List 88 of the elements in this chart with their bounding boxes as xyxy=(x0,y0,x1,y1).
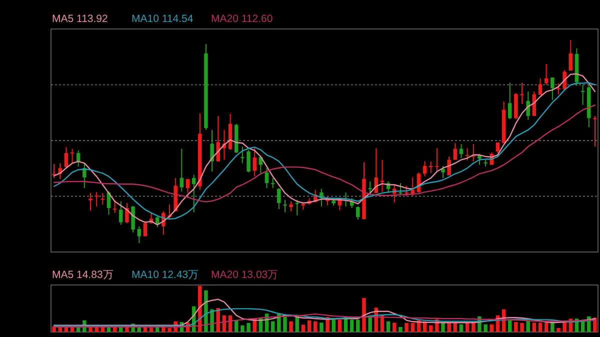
bar xyxy=(301,324,306,332)
candlestick xyxy=(88,192,92,212)
candlestick xyxy=(192,174,196,213)
candlestick xyxy=(478,153,482,166)
candlestick xyxy=(289,200,293,212)
candlestick xyxy=(64,146,68,169)
bar xyxy=(307,320,312,332)
candlestick xyxy=(277,188,281,210)
bar xyxy=(149,328,154,332)
candlestick xyxy=(453,142,458,160)
bar xyxy=(162,326,166,332)
candlestick xyxy=(550,77,554,100)
bar xyxy=(562,322,566,332)
candlestick xyxy=(526,91,530,120)
candlestick xyxy=(520,82,524,104)
bar xyxy=(532,322,536,332)
bar xyxy=(356,320,360,332)
bar xyxy=(58,326,62,332)
bar xyxy=(338,320,342,332)
candlestick xyxy=(240,146,244,164)
candlestick xyxy=(137,226,142,244)
bar xyxy=(520,322,524,332)
bar xyxy=(398,326,402,332)
bar xyxy=(490,324,494,332)
bar xyxy=(332,320,336,332)
candlestick xyxy=(398,182,402,196)
candlestick xyxy=(82,162,86,189)
bar xyxy=(428,325,433,332)
candlestick xyxy=(283,199,287,213)
candlestick xyxy=(356,206,360,220)
bar xyxy=(283,317,287,332)
bar xyxy=(508,320,512,332)
bar xyxy=(350,320,354,332)
candlestick xyxy=(556,82,560,95)
bar xyxy=(484,324,488,332)
bar xyxy=(368,317,372,332)
bar xyxy=(240,325,244,332)
bar xyxy=(289,321,293,332)
bar xyxy=(314,321,318,332)
candlestick xyxy=(538,78,542,96)
candlestick xyxy=(210,129,214,172)
bar xyxy=(168,328,172,332)
bar xyxy=(404,322,408,332)
candlestick xyxy=(112,200,117,214)
candlestick xyxy=(593,115,597,148)
candlestick xyxy=(380,159,384,193)
candlestick xyxy=(508,82,512,120)
candlestick xyxy=(422,160,427,177)
bar xyxy=(320,322,324,332)
bar xyxy=(556,328,560,332)
bar xyxy=(362,298,366,332)
candlestick xyxy=(143,222,148,237)
candlestick xyxy=(435,148,439,172)
candlestick xyxy=(368,180,372,196)
bar xyxy=(544,322,548,332)
candlestick xyxy=(580,84,585,106)
bar xyxy=(234,320,238,332)
candlestick xyxy=(70,148,74,164)
candlestick xyxy=(447,156,451,176)
candlestick xyxy=(252,148,256,177)
bar xyxy=(514,322,518,332)
bar xyxy=(386,321,390,332)
candlestick xyxy=(270,178,275,189)
bar xyxy=(392,322,396,332)
bar xyxy=(119,326,123,332)
candlestick xyxy=(125,202,129,224)
bar xyxy=(246,322,250,332)
candlestick xyxy=(295,199,300,216)
candlestick xyxy=(180,148,184,192)
bar xyxy=(410,322,415,332)
candlestick xyxy=(186,178,190,194)
candlestick xyxy=(496,142,500,154)
bar xyxy=(538,322,542,332)
candlestick xyxy=(465,148,470,161)
candlestick xyxy=(100,192,105,206)
bar xyxy=(198,286,202,332)
bar xyxy=(270,321,275,332)
candlestick xyxy=(119,200,123,226)
bar xyxy=(526,321,530,332)
bar xyxy=(472,322,476,332)
candlestick xyxy=(568,40,573,72)
candlestick xyxy=(76,150,80,167)
candlestick xyxy=(441,165,445,179)
bar xyxy=(94,326,98,332)
candlestick xyxy=(94,192,98,207)
candlestick xyxy=(264,168,269,189)
candlestick xyxy=(246,149,250,173)
bar xyxy=(459,324,464,332)
